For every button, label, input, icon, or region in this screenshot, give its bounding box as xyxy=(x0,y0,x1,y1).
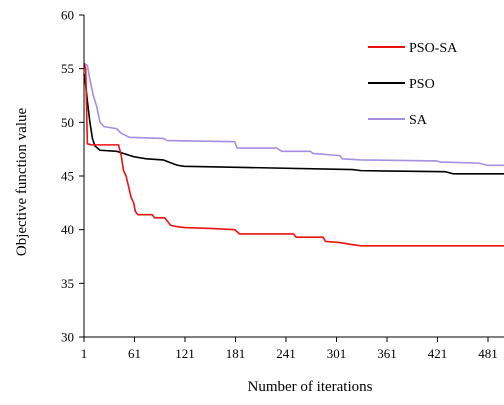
x-tick-label: 1 xyxy=(81,346,88,361)
y-tick-label: 40 xyxy=(61,222,74,237)
x-tick-label: 61 xyxy=(128,346,141,361)
y-tick-label: 60 xyxy=(61,8,74,23)
legend-label-pso: PSO xyxy=(409,77,435,92)
series-line-pso xyxy=(83,73,504,175)
x-tick-label: 481 xyxy=(478,346,498,361)
x-tick-label: 181 xyxy=(226,346,246,361)
plot-lines xyxy=(83,62,504,247)
y-axis-title: Objective function value xyxy=(14,108,30,257)
y-tick-label: 50 xyxy=(61,115,74,130)
y-axis-ticks: 30 35 40 45 50 55 60 xyxy=(61,8,84,345)
x-axis-title: Number of iterations xyxy=(248,379,373,395)
y-tick-label: 55 xyxy=(61,61,74,76)
x-tick-label: 301 xyxy=(327,346,347,361)
x-tick-label: 421 xyxy=(428,346,448,361)
series-line-sa xyxy=(83,62,504,167)
x-tick-label: 361 xyxy=(377,346,397,361)
x-axis-ticks: 1 61 121 181 241 301 361 421 481 xyxy=(81,337,498,361)
legend-label-pso-sa: PSO-SA xyxy=(409,41,458,56)
y-tick-label: 45 xyxy=(61,169,74,184)
x-tick-label: 241 xyxy=(276,346,296,361)
legend-label-sa: SA xyxy=(409,113,428,128)
y-tick-label: 30 xyxy=(61,330,74,345)
x-tick-label: 121 xyxy=(175,346,195,361)
y-tick-label: 35 xyxy=(61,276,74,291)
series-line-pso-sa xyxy=(83,63,504,247)
legend: PSO-SA PSO SA xyxy=(368,41,458,128)
